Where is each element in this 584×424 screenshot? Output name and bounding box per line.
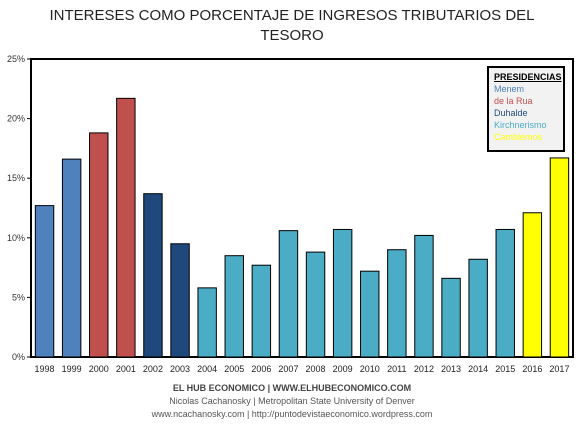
x-tick-label: 2015 — [495, 364, 515, 374]
bar-2005 — [224, 255, 244, 358]
x-tick-label: 2007 — [278, 364, 298, 374]
x-tick-label: 2004 — [197, 364, 217, 374]
legend-item-cambiemos: Cambiemos — [494, 132, 543, 142]
x-tick-label: 2017 — [549, 364, 569, 374]
legend-item-kirchnerismo: Kirchnerismo — [494, 120, 547, 130]
bar-2009 — [332, 228, 353, 358]
x-tick-label: 2002 — [143, 364, 163, 374]
bar-2000 — [89, 132, 109, 358]
bar-2002 — [143, 193, 163, 358]
bar-2011 — [387, 249, 407, 358]
plot-area — [30, 58, 574, 358]
x-tick-label: 2003 — [170, 364, 190, 374]
bar-2015 — [495, 228, 515, 358]
y-tick-label: 10% — [7, 233, 25, 243]
x-tick-label: 2006 — [251, 364, 271, 374]
bar-1998 — [34, 205, 55, 358]
footer-line3: www.ncachanosky.com | http://puntodevist… — [151, 409, 433, 419]
bar-2003 — [170, 243, 190, 358]
bar-1999 — [61, 158, 82, 358]
bar-2012 — [414, 234, 434, 358]
x-tick-label: 2014 — [468, 364, 488, 374]
bar-2004 — [197, 287, 217, 358]
legend-heading: PRESIDENCIAS — [494, 72, 562, 82]
x-tick-label: 2005 — [224, 364, 244, 374]
x-tick-label: 2013 — [441, 364, 461, 374]
y-tick-label: 25% — [7, 54, 25, 64]
bar-2006 — [251, 264, 272, 358]
y-tick-label: 20% — [7, 114, 25, 124]
chart-title: INTERESES COMO PORCENTAJE DE INGRESOS TR… — [0, 6, 584, 46]
bar-2001 — [116, 97, 136, 358]
x-tick-label: 1998 — [35, 364, 55, 374]
chart-title-line2: TESORO — [260, 27, 324, 44]
legend-item-duhalde: Duhalde — [494, 108, 528, 118]
bar-2007 — [278, 230, 299, 358]
x-tick-label: 2008 — [306, 364, 326, 374]
footer-line1: EL HUB ECONOMICO | WWW.ELHUBECONOMICO.CO… — [172, 383, 412, 393]
x-tick-label: 2010 — [360, 364, 380, 374]
bar-2016 — [522, 212, 543, 358]
legend-item-de-la-rua: de la Rua — [494, 96, 533, 106]
bar-2008 — [305, 251, 326, 358]
y-tick-label: 5% — [12, 292, 25, 302]
x-tick-label: 2012 — [414, 364, 434, 374]
x-tick-label: 1999 — [62, 364, 82, 374]
bar-2017 — [549, 157, 570, 358]
chart-title-line1: INTERESES COMO PORCENTAJE DE INGRESOS TR… — [49, 7, 535, 24]
x-tick-label: 2001 — [116, 364, 136, 374]
legend-box: PRESIDENCIAS Menem de la Rua Duhalde Kir… — [487, 66, 565, 152]
bar-2010 — [360, 270, 380, 358]
x-tick-label: 2000 — [89, 364, 109, 374]
footer-line2: Nicolas Cachanosky | Metropolitan State … — [169, 396, 415, 406]
bar-2013 — [441, 277, 461, 358]
legend-item-menem: Menem — [494, 84, 525, 94]
y-tick-label: 0% — [12, 352, 25, 362]
x-tick-label: 2016 — [522, 364, 542, 374]
bar-2014 — [468, 258, 488, 358]
y-tick-label: 15% — [7, 173, 25, 183]
x-tick-label: 2011 — [387, 364, 406, 374]
x-tick-label: 2009 — [333, 364, 353, 374]
